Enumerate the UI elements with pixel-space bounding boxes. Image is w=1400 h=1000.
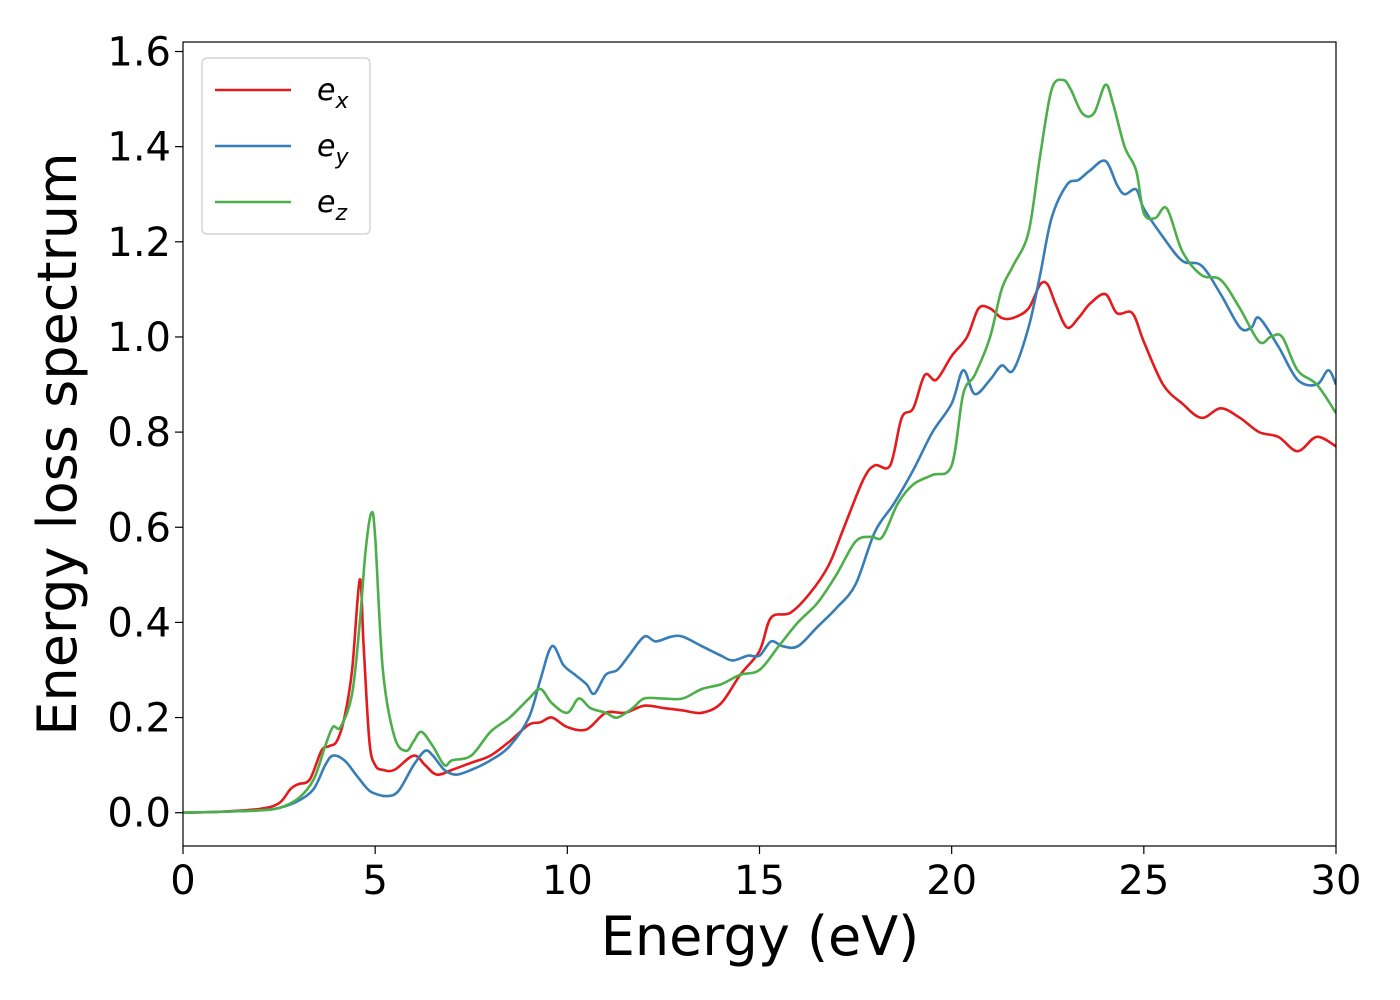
y-axis-label: Energy loss spectrum [26, 152, 89, 735]
legend-label-main: e [317, 129, 335, 164]
y-tick-label: 0.6 [107, 505, 171, 551]
x-tick-label: 15 [734, 858, 785, 904]
legend-label-subscript: y [334, 145, 349, 170]
legend-label-subscript: z [334, 201, 347, 226]
y-tick-label: 0.4 [107, 600, 171, 646]
series-line-e_z [183, 78, 1336, 814]
y-tick-label: 0.2 [107, 696, 171, 742]
x-axis-label: Energy (eV) [601, 905, 920, 968]
x-tick-label: 5 [362, 858, 387, 904]
x-tick-label: 20 [926, 858, 977, 904]
y-tick-label: 0.8 [107, 410, 171, 456]
x-tick-label: 30 [1311, 858, 1362, 904]
x-tick-label: 0 [170, 858, 195, 904]
y-tick-label: 1.0 [107, 315, 171, 361]
axes-layer: 0 5 10 15 20 25 30 0.0 0.2 0.4 0.6 0.8 1.0 1.2 1.4 1.6 [107, 30, 1361, 904]
y-tick-label: 1.4 [107, 125, 171, 171]
x-tick-label: 25 [1118, 858, 1169, 904]
series-layer [183, 78, 1336, 814]
y-tick-label: 1.6 [107, 30, 171, 76]
legend-label-subscript: x [334, 89, 349, 114]
legend-label-main: e [317, 185, 335, 220]
y-tick-label: 1.2 [107, 220, 171, 266]
legend-label-e_x: ex [317, 73, 349, 114]
legend-label-main: e [317, 73, 335, 108]
series-line-e_x [183, 280, 1336, 814]
x-tick-label: 10 [542, 858, 593, 904]
y-tick-label: 0.0 [107, 791, 171, 837]
series-line-e_y [183, 159, 1336, 814]
legend-label-e_z: ez [317, 185, 347, 226]
legend-label-e_y: ey [317, 129, 349, 170]
